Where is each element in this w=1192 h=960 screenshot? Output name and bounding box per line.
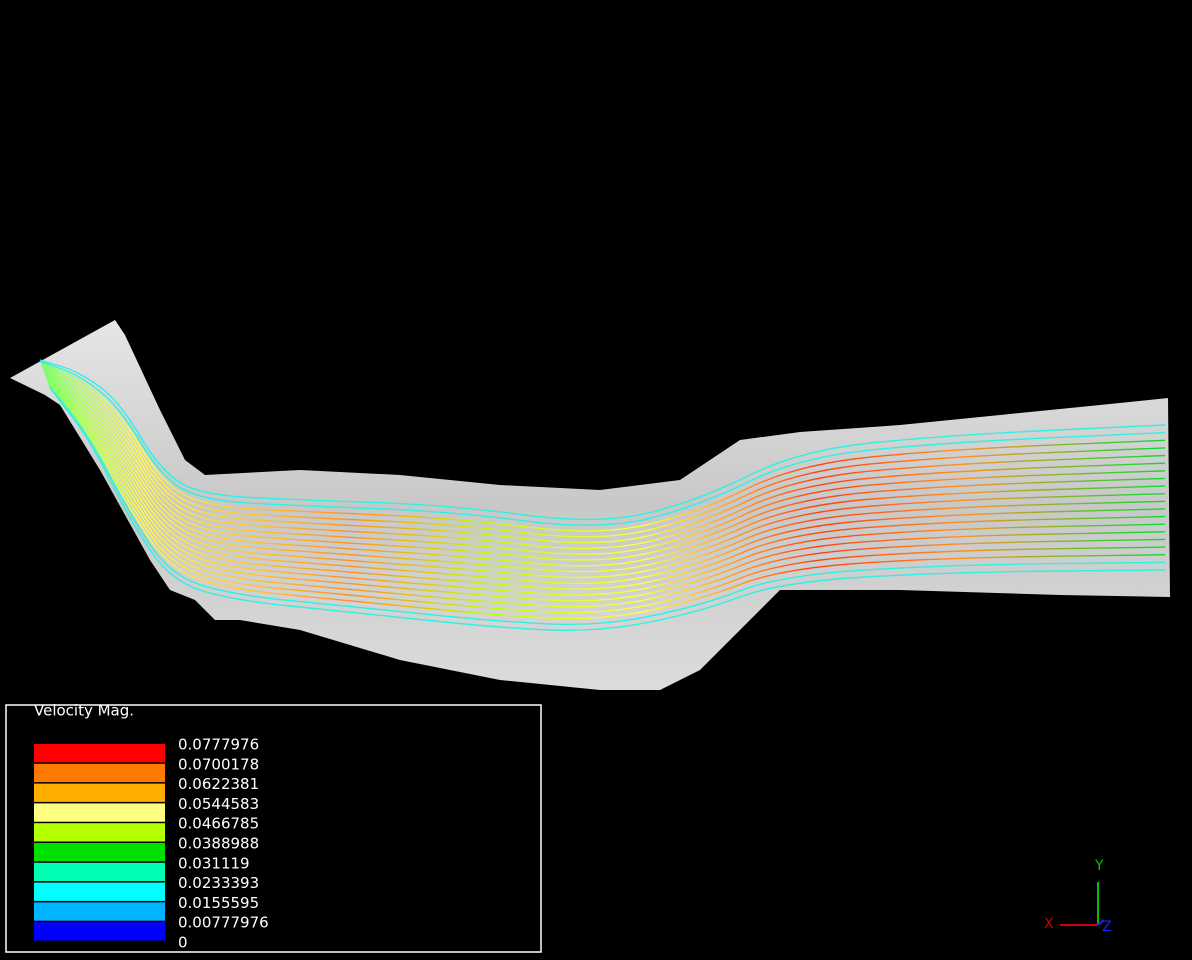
streamline bbox=[46, 380, 1166, 602]
color-band bbox=[34, 783, 165, 802]
legend-label: 0.0700178 bbox=[178, 755, 259, 773]
x-axis-label: X bbox=[1044, 916, 1054, 932]
z-axis-label: Z bbox=[1102, 919, 1112, 935]
legend-label: 0.00777976 bbox=[178, 914, 269, 932]
color-band bbox=[34, 902, 165, 921]
streamline bbox=[45, 375, 1166, 585]
color-band bbox=[34, 803, 165, 822]
streamline bbox=[40, 362, 1166, 532]
y-axis-label: Y bbox=[1094, 858, 1104, 874]
streamline bbox=[41, 363, 1166, 538]
legend-label: 0.0233393 bbox=[178, 874, 259, 892]
duct-surface bbox=[10, 320, 1170, 690]
legend-label: 0.0155595 bbox=[178, 894, 259, 912]
color-band bbox=[34, 862, 165, 882]
streamline bbox=[44, 374, 1166, 579]
legend-title: Velocity Mag. bbox=[34, 702, 134, 720]
streamline bbox=[42, 366, 1166, 550]
axis-triad: Y X Z bbox=[1044, 858, 1112, 935]
streamline bbox=[43, 371, 1166, 567]
streamline bbox=[49, 387, 1166, 632]
streamline bbox=[48, 384, 1166, 620]
streamline bbox=[42, 368, 1166, 555]
streamline bbox=[47, 383, 1166, 614]
streamlines bbox=[39, 359, 1166, 632]
streamline bbox=[40, 360, 1166, 526]
legend-label: 0.0466785 bbox=[178, 815, 259, 833]
legend-label: 0.0622381 bbox=[178, 775, 259, 793]
streamline bbox=[48, 386, 1166, 626]
streamline bbox=[46, 378, 1166, 596]
color-band bbox=[34, 823, 165, 842]
legend-label: 0.0544583 bbox=[178, 795, 259, 813]
legend-label: 0.0777976 bbox=[178, 736, 259, 754]
streamline bbox=[39, 359, 1166, 521]
z-axis-line bbox=[1097, 919, 1105, 926]
legend-box bbox=[5, 704, 542, 953]
color-band bbox=[34, 922, 165, 941]
streamline bbox=[41, 365, 1166, 544]
color-band bbox=[34, 744, 165, 763]
legend-label: 0 bbox=[178, 934, 188, 952]
streamline bbox=[45, 377, 1166, 590]
legend-label: 0.031119 bbox=[178, 854, 250, 872]
streamline bbox=[47, 381, 1166, 608]
legend-label: 0.0388988 bbox=[178, 835, 259, 853]
streamline bbox=[44, 372, 1166, 573]
streamline bbox=[43, 369, 1166, 561]
color-band bbox=[34, 882, 165, 901]
color-band bbox=[34, 843, 165, 862]
color-band bbox=[34, 763, 165, 783]
